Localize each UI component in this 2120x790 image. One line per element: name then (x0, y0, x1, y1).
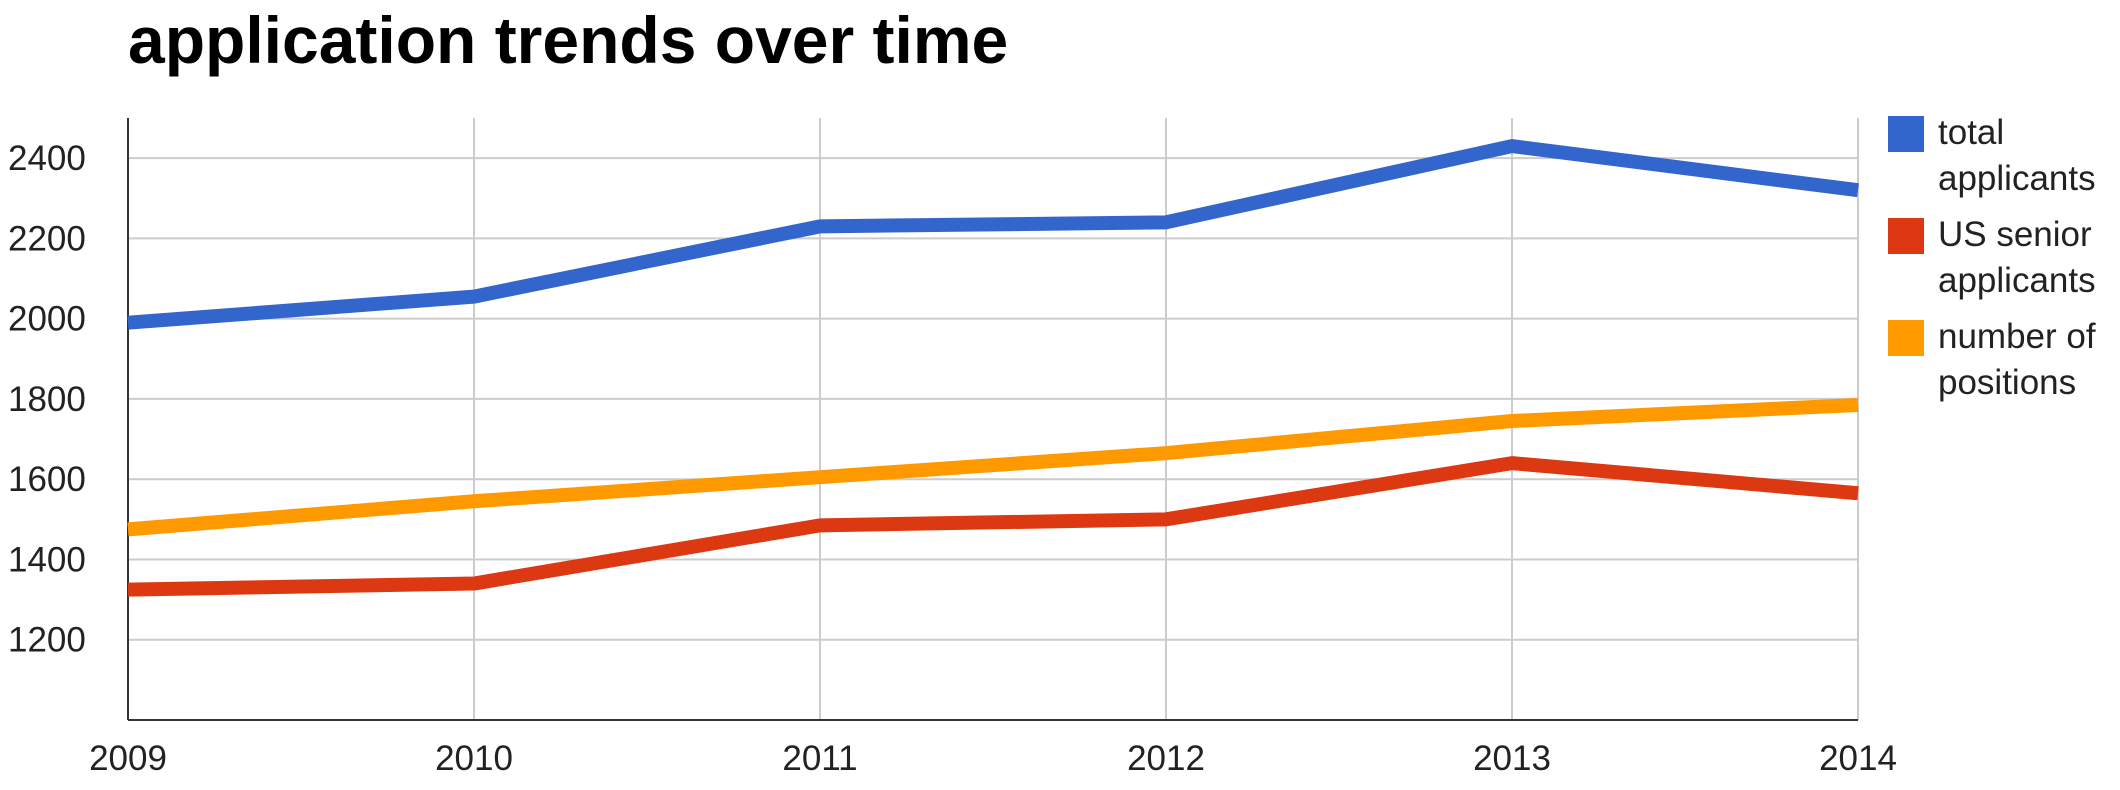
legend-label: total applicants (1938, 113, 2096, 198)
chart-title: application trends over time (128, 3, 1009, 77)
series-line-1 (127, 456, 1859, 597)
y-tick-label: 2000 (8, 300, 86, 339)
legend-item: US senior applicants (1888, 212, 2120, 304)
y-tick-label: 1800 (8, 380, 86, 419)
legend: total applicants US senior applicants numb… (1888, 110, 2120, 416)
series-lines (127, 139, 1859, 597)
x-tick-label: 2010 (435, 739, 513, 778)
legend-label: number of positions (1938, 317, 2096, 402)
legend-item: total applicants (1888, 110, 2120, 202)
legend-swatch (1888, 320, 1924, 356)
legend-label: US senior applicants (1938, 215, 2096, 300)
legend-swatch (1888, 218, 1924, 254)
y-tick-label: 2200 (8, 219, 86, 258)
x-tick-label: 2012 (1127, 739, 1205, 778)
x-tick-label: 2011 (782, 739, 857, 778)
y-tick-label: 1600 (8, 460, 86, 499)
y-tick-label: 2400 (8, 139, 86, 178)
y-axis-tick-labels: 1200 1400 1600 1800 2000 2200 2400 (8, 139, 86, 660)
x-tick-label: 2014 (1819, 739, 1897, 778)
x-tick-label: 2009 (89, 739, 167, 778)
legend-swatch (1888, 116, 1924, 152)
x-tick-label: 2013 (1473, 739, 1551, 778)
legend-item: number of positions (1888, 314, 2120, 406)
series-line-2 (127, 397, 1859, 537)
x-axis-tick-labels: 2009 2010 2011 2012 2013 2014 (89, 739, 1897, 778)
y-tick-label: 1200 (8, 621, 86, 660)
y-tick-label: 1400 (8, 540, 86, 579)
axes (127, 118, 1858, 721)
series-line-0 (127, 139, 1859, 330)
